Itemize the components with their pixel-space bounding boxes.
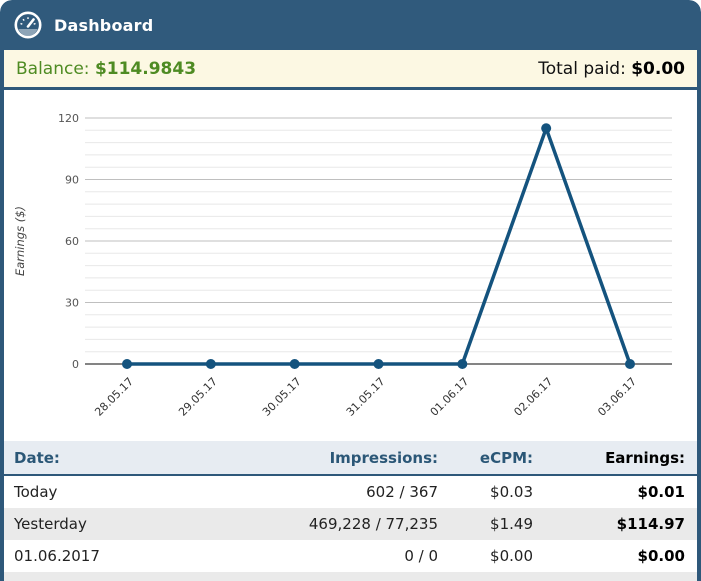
y-tick-label: 60 xyxy=(65,235,79,248)
total-paid-text: Total paid: $0.00 xyxy=(538,59,685,79)
row-impressions: 602 / 367 xyxy=(366,483,438,501)
x-tick-label: 02.06.17 xyxy=(511,375,555,419)
earnings-line-chart: 0 30 60 90 120 Earnings ($) 28.05.17 29.05.17 30… xyxy=(13,112,672,419)
y-tick-label: 0 xyxy=(72,358,79,371)
x-tick-label: 29.05.17 xyxy=(176,375,220,419)
balance-value: $114.9843 xyxy=(94,58,197,79)
row-earnings: $0.01 xyxy=(637,483,685,501)
row-date: Today xyxy=(14,483,58,501)
earnings-chart-area: 0 30 60 90 120 Earnings ($) 28.05.17 29.05.17 30… xyxy=(4,90,697,441)
x-tick-label: 01.06.17 xyxy=(428,375,472,419)
row-ecpm: $0.03 xyxy=(490,483,533,501)
page-title: Dashboard xyxy=(54,15,154,35)
data-point[interactable] xyxy=(122,359,132,369)
y-tick-label: 90 xyxy=(65,174,79,187)
table-header-row: Date: Impressions: eCPM: Earnings: xyxy=(4,441,697,476)
table-row: 01.06.2017 0 / 0 $0.00 $0.00 xyxy=(4,540,697,572)
total-paid-label: Total paid: xyxy=(538,58,626,79)
y-tick-label: 30 xyxy=(65,297,79,310)
table-row: Yesterday 469,228 / 77,235 $1.49 $114.97 xyxy=(4,508,697,540)
earnings-series-line xyxy=(127,126,632,366)
row-earnings: $0.00 xyxy=(637,547,685,565)
row-date: Yesterday xyxy=(14,515,87,533)
table-row: Today 602 / 367 $0.03 $0.01 xyxy=(4,476,697,508)
dashboard-gauge-icon xyxy=(14,11,42,39)
table-body: Today 602 / 367 $0.03 $0.01 Yesterday 469,228… xyxy=(4,476,697,572)
x-tick-label: 28.05.17 xyxy=(92,375,136,419)
col-header-impressions: Impressions: xyxy=(329,448,438,467)
content-frame: Balance: $114.9843 Total paid: $0.00 0 30… xyxy=(0,50,701,581)
row-impressions: 469,228 / 77,235 xyxy=(308,515,438,533)
row-ecpm: $1.49 xyxy=(490,515,533,533)
balance-text: Balance: $114.9843 xyxy=(16,59,196,79)
balance-bar: Balance: $114.9843 Total paid: $0.00 xyxy=(4,50,697,90)
data-point[interactable] xyxy=(373,359,384,369)
data-point[interactable] xyxy=(289,359,300,369)
row-impressions: 0 / 0 xyxy=(404,547,438,565)
balance-label: Balance: xyxy=(16,58,90,79)
data-point[interactable] xyxy=(625,359,635,369)
x-tick-label: 31.05.17 xyxy=(344,375,388,419)
x-tick-label: 03.06.17 xyxy=(595,375,639,419)
y-axis-title: Earnings ($) xyxy=(13,206,27,276)
data-point[interactable] xyxy=(541,123,552,134)
data-point[interactable] xyxy=(457,359,468,369)
table-row-partial xyxy=(4,572,697,581)
row-ecpm: $0.00 xyxy=(490,547,533,565)
app-header: Dashboard xyxy=(0,0,701,50)
total-paid-value: $0.00 xyxy=(631,58,685,79)
row-earnings: $114.97 xyxy=(616,515,685,533)
y-tick-label: 120 xyxy=(58,112,79,125)
row-date: 01.06.2017 xyxy=(14,547,100,565)
x-tick-label: 30.05.17 xyxy=(260,375,304,419)
col-header-date: Date: xyxy=(14,448,60,467)
col-header-earnings: Earnings: xyxy=(605,448,685,467)
data-point[interactable] xyxy=(205,359,216,369)
col-header-ecpm: eCPM: xyxy=(479,448,533,467)
